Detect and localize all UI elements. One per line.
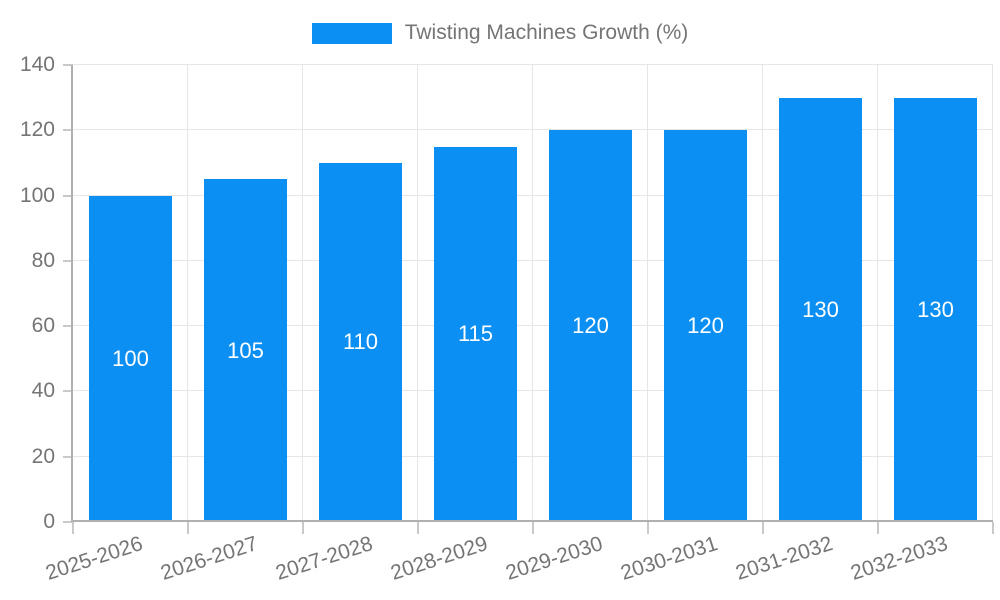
x-tick-mark <box>532 522 534 534</box>
y-axis-line <box>71 65 73 522</box>
gridline-horizontal <box>73 390 993 392</box>
x-tick-mark <box>72 522 74 534</box>
x-tick-mark <box>877 522 879 534</box>
gridline-vertical <box>762 65 763 522</box>
bar-2026-2027[interactable] <box>203 179 288 522</box>
y-tick-mark <box>63 259 73 262</box>
plot-area: 100 105 110 115 120 120 130 130 <box>73 64 993 522</box>
y-tick-mark <box>63 325 73 328</box>
bar-value-label: 110 <box>342 329 379 355</box>
gridline-horizontal <box>73 259 993 261</box>
x-axis-line <box>73 520 993 522</box>
gridline-vertical <box>877 65 878 522</box>
bar-2031-2032[interactable] <box>778 97 863 522</box>
x-tick-mark <box>992 522 994 534</box>
y-tick-mark <box>63 455 73 458</box>
x-tick-label: 2026-2027 <box>157 532 261 585</box>
gridline-horizontal <box>73 194 993 196</box>
y-tick-label: 140 <box>19 53 55 76</box>
bar-value-label: 130 <box>917 296 954 322</box>
y-tick-label: 0 <box>43 510 55 533</box>
y-tick-label: 20 <box>31 444 55 468</box>
x-tick-label: 2025-2026 <box>42 532 146 585</box>
x-tick-label: 2027-2028 <box>272 532 376 585</box>
chart-legend[interactable]: Twisting Machines Growth (%) <box>0 18 1000 48</box>
y-tick-label: 40 <box>31 379 55 403</box>
legend-label: Twisting Machines Growth (%) <box>404 21 689 44</box>
x-tick-mark <box>302 522 304 534</box>
x-tick-mark <box>417 522 419 534</box>
x-tick-label: 2030-2031 <box>617 532 721 585</box>
gridline-vertical <box>187 65 188 522</box>
x-tick-mark <box>187 522 189 534</box>
y-tick-label: 120 <box>19 118 55 142</box>
bar-2030-2031[interactable] <box>663 130 748 522</box>
x-tick-mark <box>762 522 764 534</box>
x-tick-label: 2028-2029 <box>387 532 491 585</box>
x-tick-label: 2029-2030 <box>502 532 606 585</box>
y-tick-label: 80 <box>31 248 55 272</box>
bar-2028-2029[interactable] <box>433 146 518 522</box>
bar-value-label: 120 <box>572 313 609 339</box>
gridline-vertical <box>992 65 993 522</box>
y-tick-label: 60 <box>31 314 55 338</box>
bar-value-label: 100 <box>112 345 149 371</box>
y-tick-mark <box>63 521 73 523</box>
gridline-horizontal <box>73 455 993 457</box>
y-tick-mark <box>63 64 73 66</box>
y-tick-mark <box>63 390 73 393</box>
legend-swatch <box>311 22 392 44</box>
bar-2032-2033[interactable] <box>893 97 978 522</box>
gridline-vertical <box>647 65 648 522</box>
bar-value-label: 115 <box>457 321 494 347</box>
y-tick-mark <box>63 129 73 132</box>
y-tick-label: 100 <box>19 183 55 207</box>
gridline-vertical <box>302 65 303 522</box>
bar-2029-2030[interactable] <box>548 130 633 522</box>
bar-2027-2028[interactable] <box>318 162 403 522</box>
gridline-horizontal <box>73 64 993 65</box>
bar-2025-2026[interactable] <box>88 195 173 522</box>
gridline-horizontal <box>73 325 993 327</box>
gridline-horizontal <box>73 129 993 131</box>
bar-value-label: 105 <box>227 337 264 363</box>
gridline-vertical <box>417 65 418 522</box>
x-tick-label: 2032-2033 <box>847 532 951 585</box>
y-tick-mark <box>63 194 73 197</box>
bar-value-label: 120 <box>687 313 724 339</box>
x-tick-label: 2031-2032 <box>732 532 836 585</box>
x-tick-mark <box>647 522 649 534</box>
gridline-vertical <box>532 65 533 522</box>
bar-value-label: 130 <box>802 296 839 322</box>
